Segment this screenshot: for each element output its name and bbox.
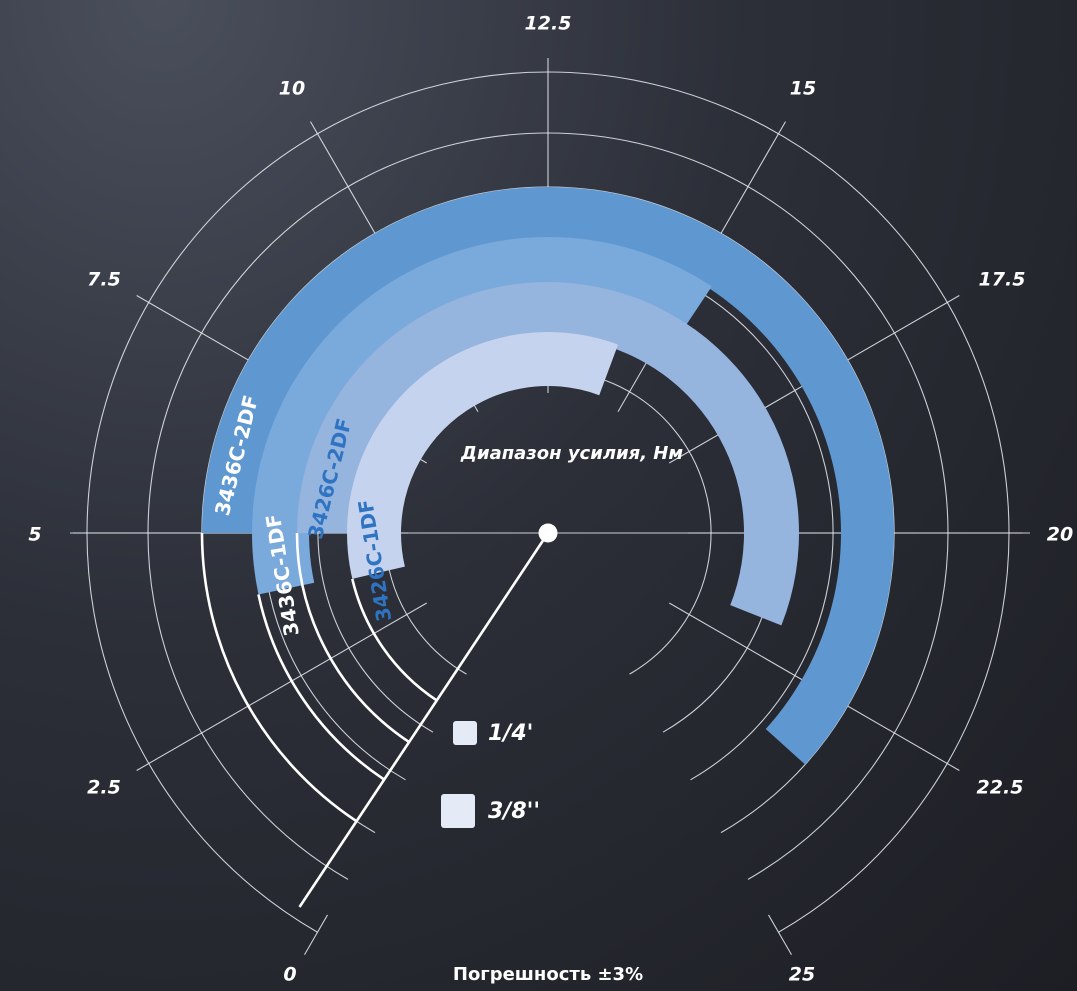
tick-label: 7.5 bbox=[87, 269, 121, 291]
needle bbox=[298, 523, 558, 908]
tick-label: 17.5 bbox=[979, 269, 1026, 291]
band-3426c-1df bbox=[347, 331, 619, 579]
track-arc bbox=[351, 578, 438, 702]
track-arc bbox=[257, 594, 385, 781]
tick-label: 12.5 bbox=[525, 13, 572, 35]
tick-line-25 bbox=[768, 914, 792, 956]
tick-label: 10 bbox=[279, 78, 305, 100]
legend-swatch bbox=[441, 794, 475, 828]
tick-label: 25 bbox=[789, 964, 815, 986]
legend-swatch bbox=[453, 721, 477, 745]
tick-line-2.5 bbox=[136, 602, 428, 771]
band-3436c-1df bbox=[251, 237, 712, 595]
lower-tracks bbox=[200, 532, 438, 823]
track-arc bbox=[200, 532, 358, 823]
tick-label: 20 bbox=[1047, 524, 1073, 546]
needle-line bbox=[298, 532, 550, 908]
tick-label: 15 bbox=[790, 78, 816, 100]
track-arc bbox=[295, 532, 410, 744]
tick-label: 2.5 bbox=[87, 777, 121, 799]
legend-label: 1/4' bbox=[488, 721, 533, 746]
legend-label: 3/8'' bbox=[488, 799, 540, 824]
tick-label: 0 bbox=[283, 964, 296, 986]
tick-line-0 bbox=[304, 914, 328, 956]
labels: 02.557.51012.51517.52022.5253436C-2DF343… bbox=[28, 13, 1073, 986]
chart-title: Диапазон усилия, Нм bbox=[460, 443, 683, 464]
needle-hub bbox=[538, 523, 558, 543]
band-3436c-2df bbox=[202, 186, 894, 765]
bands bbox=[202, 186, 894, 765]
tick-label: 22.5 bbox=[977, 777, 1024, 799]
tick-label: 5 bbox=[28, 524, 41, 546]
band-3426c-2df bbox=[297, 282, 799, 626]
accuracy-note: Погрешность ±3% bbox=[453, 964, 643, 985]
